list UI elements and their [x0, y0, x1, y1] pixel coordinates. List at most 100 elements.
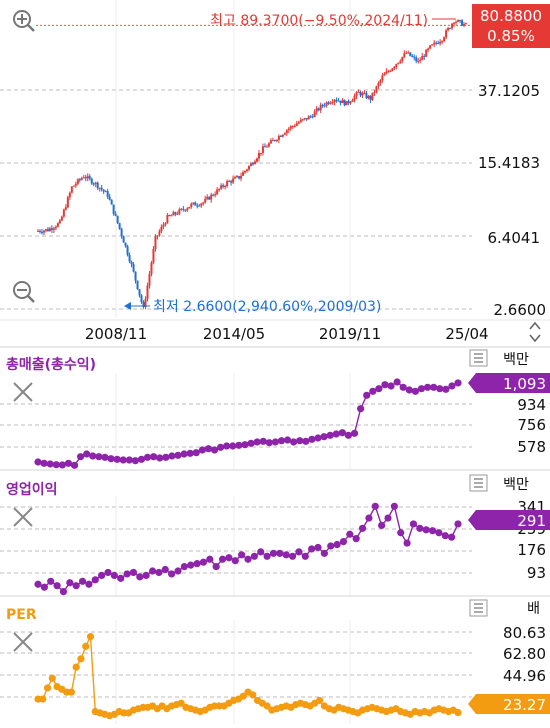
candle — [238, 176, 241, 179]
menu-icon[interactable] — [469, 349, 488, 367]
data-point — [204, 445, 213, 453]
data-point — [417, 385, 426, 393]
data-point — [198, 446, 206, 454]
candle — [226, 181, 229, 187]
candle — [267, 143, 270, 147]
panel-current-value: 291 — [517, 512, 546, 530]
data-point — [454, 520, 462, 528]
series-line — [38, 633, 459, 717]
menu-icon[interactable] — [469, 474, 488, 492]
candle — [441, 41, 444, 43]
data-point — [387, 382, 395, 390]
menu-icon[interactable] — [469, 599, 488, 617]
data-point — [357, 405, 365, 413]
data-point — [82, 642, 90, 650]
data-point — [269, 549, 278, 557]
data-point — [53, 582, 61, 590]
revenue-panel[interactable]: 총매출(총수익) 백만 1,093 934 756 578 — [0, 349, 550, 470]
candle — [180, 208, 183, 210]
candle — [138, 289, 141, 296]
candle — [259, 153, 262, 155]
candle — [116, 215, 119, 224]
candle — [461, 20, 464, 26]
main-price-chart[interactable] — [0, 0, 550, 321]
candle — [190, 203, 193, 207]
candle — [309, 116, 312, 118]
panel-unit: 배 — [527, 601, 540, 617]
panel-tick-label: 44.96 — [503, 667, 546, 685]
data-point — [384, 514, 392, 522]
candle — [367, 96, 370, 99]
close-icon[interactable] — [13, 632, 33, 652]
chevron-up-down-icon[interactable] — [529, 321, 541, 343]
candle — [257, 153, 260, 159]
candle — [56, 223, 59, 227]
candle — [359, 91, 362, 96]
data-point — [290, 438, 298, 446]
candle — [253, 161, 256, 165]
per-panel[interactable]: PER 배 80.63 62.80 44.96 23.27 — [0, 599, 550, 724]
data-point — [187, 561, 195, 569]
data-point — [332, 430, 340, 438]
candle — [455, 21, 458, 23]
data-point — [156, 454, 164, 462]
data-point — [119, 456, 127, 464]
data-point — [95, 453, 103, 461]
data-point — [423, 383, 432, 391]
candle — [46, 229, 49, 232]
data-point — [148, 567, 157, 575]
candle — [240, 175, 243, 179]
candles — [36, 19, 472, 310]
candle — [393, 66, 396, 69]
candle — [40, 231, 43, 233]
candle — [305, 118, 308, 120]
data-point — [301, 552, 309, 560]
candle — [357, 91, 360, 93]
zoom-out-icon[interactable] — [13, 281, 35, 303]
candle — [198, 205, 201, 207]
candle — [132, 264, 135, 272]
candle — [381, 75, 384, 81]
panel-current-value: 1,093 — [503, 375, 546, 393]
candle — [124, 242, 127, 247]
panel-tick-label: 934 — [517, 396, 546, 414]
candle — [194, 202, 197, 206]
data-point — [333, 540, 341, 549]
candle — [92, 183, 95, 185]
panel-grid — [0, 374, 472, 470]
data-point — [308, 545, 316, 553]
candle — [333, 99, 336, 103]
candle — [110, 199, 113, 205]
candle — [275, 139, 278, 141]
candle — [188, 206, 191, 209]
candle — [98, 187, 101, 189]
data-point — [85, 580, 93, 588]
close-icon[interactable] — [13, 507, 33, 527]
data-point — [64, 459, 73, 467]
data-point — [430, 383, 438, 391]
data-point — [375, 385, 383, 393]
data-point — [46, 460, 54, 468]
operating-income-panel[interactable]: 영업이익 백만 341 259 291 176 93 — [0, 474, 550, 596]
candle — [64, 207, 67, 210]
close-icon[interactable] — [13, 382, 33, 402]
data-point — [59, 587, 68, 596]
zoom-in-icon[interactable] — [13, 10, 35, 32]
candle — [72, 185, 75, 187]
candle — [38, 230, 41, 232]
data-point — [72, 582, 80, 590]
candle — [118, 223, 121, 229]
data-point — [174, 451, 182, 459]
data-point — [168, 452, 176, 460]
candle — [104, 191, 107, 193]
candle — [60, 216, 63, 221]
candle — [248, 166, 251, 170]
candle — [445, 30, 448, 38]
candle — [311, 116, 314, 118]
data-point — [78, 577, 87, 585]
y-tick-label: 37.1205 — [478, 82, 540, 100]
panel-tick-label: 80.63 — [503, 624, 546, 642]
candle — [251, 163, 254, 165]
data-point — [441, 532, 449, 540]
